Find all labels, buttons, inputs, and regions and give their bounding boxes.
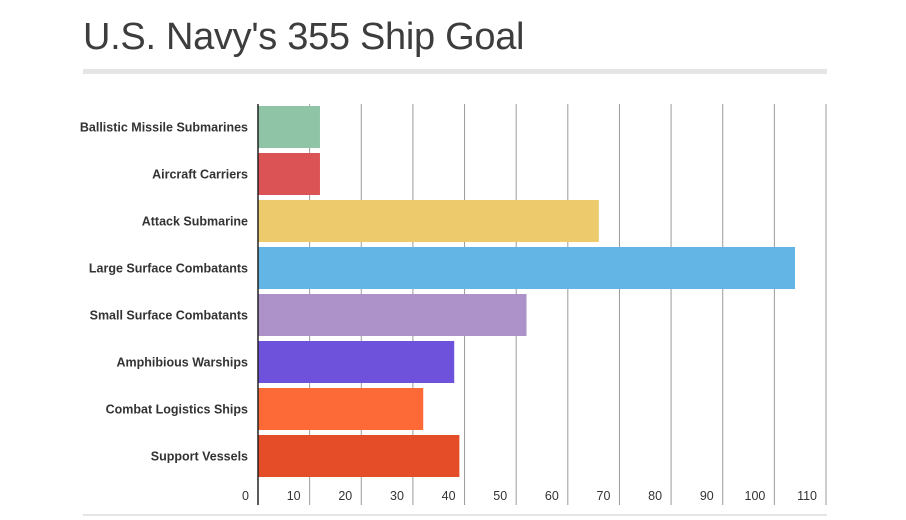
x-tick-label: 110 [797,489,817,503]
bar [258,294,527,336]
bar [258,435,460,477]
x-tick-label: 90 [700,489,714,503]
x-tick-label: 70 [597,489,611,503]
x-tick-label: 30 [390,489,404,503]
bottom-divider [83,514,827,516]
x-tick-label: 20 [338,489,352,503]
bar [258,341,455,383]
category-label: Combat Logistics Ships [106,403,248,417]
x-tick-label: 80 [648,489,662,503]
bars [258,106,796,477]
x-tick-label: 100 [745,489,766,503]
category-label: Support Vessels [151,450,248,464]
category-label: Amphibious Warships [117,356,249,370]
bar [258,388,424,430]
bar [258,247,796,289]
category-label: Aircraft Carriers [152,168,248,182]
x-tick-label: 0 [242,489,249,503]
category-label: Ballistic Missile Submarines [80,121,248,135]
x-tick-label: 50 [493,489,507,503]
chart-title: U.S. Navy's 355 Ship Goal [83,16,525,58]
category-label: Small Surface Combatants [90,309,248,323]
category-labels: Ballistic Missile Submarines Aircraft Car… [80,121,248,464]
x-tick-label: 60 [545,489,559,503]
title-divider [83,69,827,74]
bar [258,153,320,195]
x-tick-label: 10 [287,489,301,503]
bar [258,106,320,148]
category-label: Large Surface Combatants [89,262,248,276]
bar [258,200,599,242]
x-tick-label: 40 [442,489,456,503]
category-label: Attack Submarine [142,215,248,229]
x-tick-labels: 0 10 20 30 40 50 60 70 80 90 100 110 [242,489,817,503]
